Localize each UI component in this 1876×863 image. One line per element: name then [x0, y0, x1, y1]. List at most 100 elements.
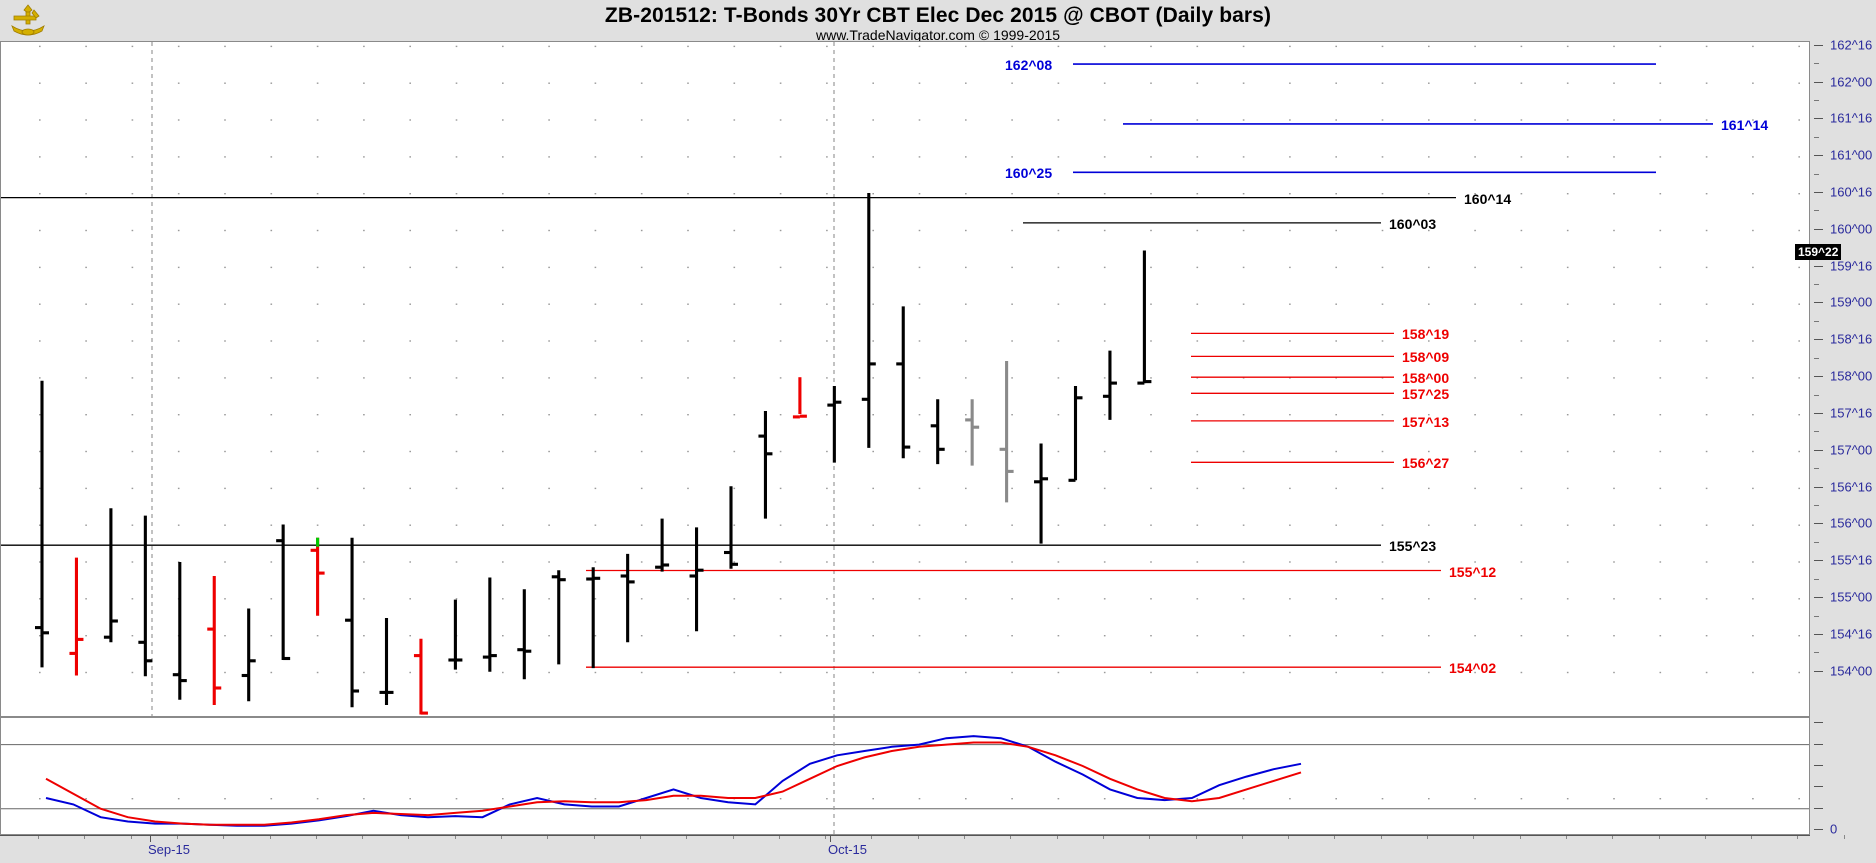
date-axis-minor-tick — [1010, 835, 1012, 839]
date-axis-minor-tick — [1843, 835, 1845, 839]
date-axis-minor-tick — [593, 835, 595, 839]
price-axis-tick — [1814, 486, 1823, 488]
page-subtitle: www.TradeNavigator.com © 1999-2015 — [815, 27, 1061, 43]
price-axis-tick — [1814, 81, 1823, 83]
date-axis-minor-tick — [223, 835, 225, 839]
price-axis-label: 155^00 — [1830, 589, 1873, 605]
price-axis-minor-tick — [1814, 652, 1819, 654]
date-axis-minor-tick — [732, 835, 734, 839]
price-axis-tick — [1814, 560, 1823, 562]
date-axis-label: Sep-15 — [148, 842, 190, 857]
price-axis-minor-tick — [1814, 63, 1819, 65]
date-axis-minor-tick — [1427, 835, 1428, 839]
date-axis-minor-tick — [1288, 835, 1290, 839]
date-axis-minor-tick — [454, 835, 456, 839]
price-axis-tick — [1814, 523, 1823, 525]
price-axis-label: 160^00 — [1830, 221, 1873, 237]
price-axis-tick — [1814, 339, 1823, 341]
price-axis-tick — [1814, 265, 1823, 267]
price-axis-label: 154^00 — [1830, 663, 1873, 679]
stochastic-axis-zero-label: 0 — [1830, 821, 1838, 837]
price-axis-minor-tick — [1814, 99, 1819, 101]
date-axis-minor-tick — [84, 835, 86, 839]
stochastic-panel[interactable]: StochD (3)StochK (14,3) — [0, 717, 1810, 835]
price-axis-tick — [1814, 449, 1823, 451]
date-axis-minor-tick — [778, 835, 780, 839]
stochastic-axis-tick — [1814, 807, 1823, 809]
price-line-label-160-14: 160^14 — [1464, 190, 1512, 207]
date-axis-minor-tick — [1658, 835, 1660, 839]
price-line-label-157-25: 157^25 — [1402, 386, 1450, 403]
price-axis-minor-tick — [1814, 505, 1819, 507]
price-axis-minor-tick — [1814, 578, 1819, 580]
price-line-label-155-12: 155^12 — [1449, 563, 1497, 580]
date-axis-minor-tick — [1565, 835, 1567, 839]
stochastic-plot — [1, 718, 1809, 834]
stochastic-axis-tick — [1814, 786, 1823, 788]
price-chart-panel[interactable]: TradeNavigator.com 162^08161^14160^25160… — [0, 41, 1810, 754]
price-axis-label: 162^16 — [1830, 37, 1873, 53]
price-line-label-161-14: 161^14 — [1721, 116, 1769, 133]
price-axis-minor-tick — [1814, 541, 1819, 543]
price-line-label-155-23: 155^23 — [1389, 538, 1437, 555]
price-axis-tick — [1814, 376, 1823, 378]
price-axis-minor-tick — [1814, 173, 1819, 175]
price-line-label-156-27: 156^27 — [1402, 455, 1450, 472]
price-axis-label: 161^16 — [1830, 110, 1873, 126]
price-axis-label: 162^00 — [1830, 74, 1873, 89]
date-axis-minor-tick — [1797, 835, 1799, 839]
price-axis-tick — [1814, 670, 1823, 672]
date-axis-minor-tick — [825, 835, 827, 839]
price-plot — [1, 42, 1800, 716]
price-line-label-157-13: 157^13 — [1402, 413, 1450, 430]
price-axis-minor-tick — [1814, 210, 1819, 212]
date-axis-tick — [830, 835, 831, 842]
price-axis-label: 156^00 — [1830, 515, 1873, 531]
price-axis-minor-tick — [1814, 468, 1819, 470]
date-axis-minor-tick — [1195, 835, 1197, 839]
price-axis-label: 154^16 — [1830, 626, 1873, 642]
price-line-label-160-25: 160^25 — [1005, 165, 1053, 182]
price-axis-tick — [1814, 597, 1823, 599]
price-axis-label: 159^00 — [1830, 294, 1873, 310]
stochastic-axis-tick — [1814, 743, 1823, 745]
price-line-label-158-09: 158^09 — [1402, 349, 1450, 366]
stochastic-axis[interactable]: 62.6553.820 — [1810, 717, 1876, 837]
page-title: ZB-201512: T-Bonds 30Yr CBT Elec Dec 201… — [604, 4, 1272, 27]
date-axis-minor-tick — [362, 835, 364, 839]
date-axis-minor-tick — [917, 835, 919, 839]
date-axis-label: Oct-15 — [828, 842, 868, 857]
price-axis-label: 157^16 — [1830, 405, 1873, 421]
price-axis-label: 159^16 — [1830, 258, 1873, 274]
price-axis[interactable]: 162^16 162^00 161^16 161^00 160^16 160^00 159^… — [1810, 37, 1876, 717]
price-axis-label: 160^16 — [1830, 184, 1873, 200]
stochastic-axis-tick — [1814, 829, 1823, 830]
date-axis-minor-tick — [547, 835, 549, 839]
date-axis-minor-tick — [130, 835, 132, 839]
date-axis-minor-tick — [1751, 835, 1753, 839]
price-axis-label: 161^00 — [1830, 147, 1873, 163]
date-axis-minor-tick — [269, 835, 271, 839]
date-axis[interactable]: Sep-15 Oct-15 — [0, 835, 1876, 863]
price-axis-tick — [1814, 412, 1823, 414]
last-price-tag: 159^22 — [1795, 243, 1842, 260]
price-axis-tick — [1814, 633, 1823, 635]
stochastic-axis-tick — [1814, 764, 1823, 766]
date-axis-tick — [150, 835, 151, 842]
date-axis-minor-tick — [871, 835, 873, 839]
date-axis-minor-tick — [1056, 835, 1058, 839]
date-axis-minor-tick — [408, 835, 410, 839]
price-axis-tick — [1814, 192, 1823, 193]
price-axis-label: 158^16 — [1830, 331, 1873, 347]
price-axis-minor-tick — [1814, 615, 1819, 617]
date-axis-minor-tick — [639, 835, 641, 839]
date-axis-minor-tick — [1519, 835, 1521, 839]
date-axis-minor-tick — [1149, 835, 1151, 839]
price-line-label-154-02: 154^02 — [1449, 660, 1497, 677]
price-axis-minor-tick — [1814, 394, 1819, 396]
date-axis-minor-tick — [964, 835, 965, 839]
date-axis-minor-tick — [1241, 835, 1243, 839]
price-axis-label: 156^16 — [1830, 479, 1873, 495]
price-axis-minor-tick — [1814, 136, 1819, 138]
price-line-label-160-03: 160^03 — [1389, 215, 1437, 232]
